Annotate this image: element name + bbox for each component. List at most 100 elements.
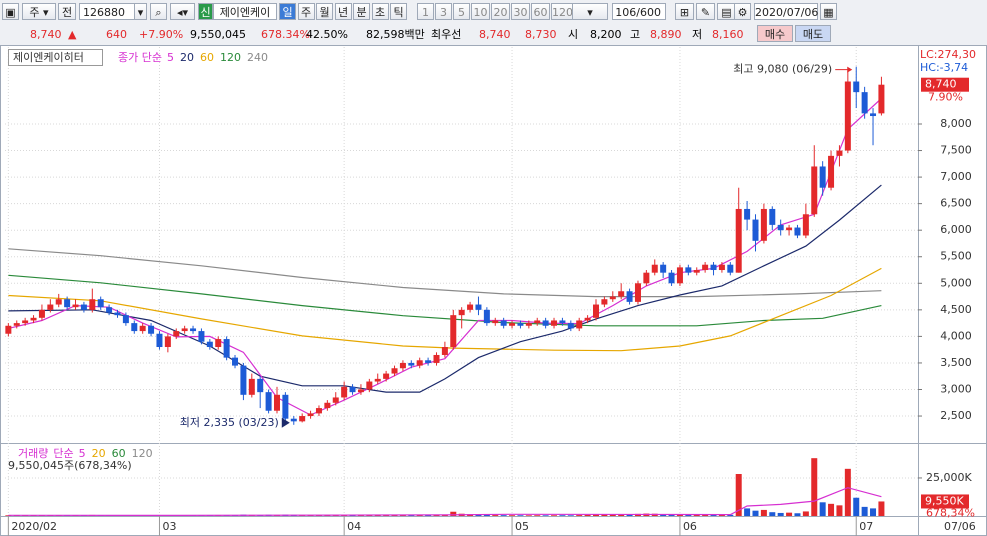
candle-body	[72, 304, 79, 308]
y-tick-label: 25,000K	[926, 471, 972, 484]
best-ask: 8,740	[479, 28, 511, 41]
ma-line	[8, 248, 882, 298]
interval-button[interactable]: 1	[417, 3, 434, 20]
volume-bar	[853, 497, 860, 516]
period-button[interactable]: 주	[297, 3, 315, 20]
volume-bar	[794, 513, 801, 516]
candle-body	[601, 299, 608, 305]
change: 640	[106, 28, 127, 41]
last-volume: 9,550K	[925, 494, 964, 507]
period-button[interactable]: 일	[279, 3, 296, 20]
sell-button[interactable]: 매도	[795, 25, 831, 42]
candle-body	[651, 264, 658, 273]
candle-body	[811, 166, 818, 215]
interval-button[interactable]: 120	[551, 3, 574, 20]
volume-bar	[399, 515, 406, 516]
candle-body	[643, 272, 650, 284]
volume-bar	[744, 508, 751, 516]
legend-entry: 240	[247, 51, 268, 64]
count: 106/600	[612, 3, 666, 20]
period-button[interactable]: 년	[334, 3, 352, 20]
period-button[interactable]: 월	[316, 3, 333, 20]
candle-body	[148, 325, 155, 334]
candle-body	[273, 394, 280, 411]
volume-bar	[861, 506, 868, 516]
candle-body	[693, 270, 700, 273]
sound[interactable]: ◂▾	[170, 3, 195, 20]
x-last-label: 07/06	[944, 520, 976, 533]
candle-body	[483, 309, 490, 324]
y-tick-label: 6,000	[940, 223, 972, 236]
open: 8,200	[590, 28, 622, 41]
open-label: 시	[568, 28, 579, 41]
interval-button[interactable]: 20	[491, 3, 510, 20]
period-button[interactable]: 틱	[390, 3, 407, 20]
tool-1[interactable]: ⊞	[675, 3, 694, 20]
interval-button[interactable]: 5	[453, 3, 470, 20]
candle-body	[131, 323, 138, 332]
candle-body	[307, 413, 314, 417]
ma-line	[8, 267, 882, 352]
scope[interactable]: 전	[58, 3, 76, 20]
volume-bar	[517, 515, 524, 516]
arrow: ▲	[68, 28, 77, 41]
calendar[interactable]: ▦	[820, 3, 837, 20]
candle-body	[710, 264, 717, 271]
candle-body	[517, 323, 524, 326]
interval-button[interactable]: 3	[435, 3, 452, 20]
volume: 9,550,045	[190, 28, 246, 41]
candle-body	[89, 299, 96, 310]
period-button[interactable]: 초	[371, 3, 389, 20]
candle-body	[22, 320, 29, 324]
candle-body	[786, 227, 793, 231]
legend-title: 제이엔케이히터	[13, 50, 84, 64]
candle-body	[156, 333, 163, 348]
tool-4[interactable]: ⚙	[734, 3, 751, 20]
tool-2[interactable]: ✎	[696, 3, 715, 20]
candle-body	[408, 362, 415, 366]
candle-body	[433, 354, 440, 363]
hc-label: HC:-3,74	[920, 61, 968, 74]
volume-bar	[660, 514, 667, 516]
interval-drop[interactable]: ▾	[572, 3, 608, 20]
candle-body	[97, 299, 104, 308]
volume-bar	[786, 512, 793, 516]
chart-area	[0, 45, 987, 536]
y-tick-label: 8,000	[940, 117, 972, 130]
candle-body	[744, 208, 751, 220]
candle-body	[114, 312, 121, 316]
candle-body	[55, 299, 62, 305]
interval-button[interactable]: 30	[511, 3, 530, 20]
search[interactable]: ⌕	[150, 3, 167, 20]
candle-body	[660, 264, 667, 273]
candle-body	[467, 304, 474, 310]
volume-bar	[433, 515, 440, 516]
interval-button[interactable]: 10	[471, 3, 490, 20]
interval-button[interactable]: 60	[531, 3, 550, 20]
menu-icon[interactable]: ▣	[2, 3, 19, 20]
candle-body	[836, 150, 843, 156]
market-select[interactable]: 주 ▾	[22, 3, 56, 20]
candle-body	[139, 325, 146, 332]
x-tick-label: 05	[515, 520, 529, 533]
period-button[interactable]: 분	[353, 3, 370, 20]
candle-body	[752, 219, 759, 241]
candle-body	[349, 386, 356, 393]
volume-bar	[710, 514, 717, 516]
last-volume-rate: 678,34%	[926, 506, 975, 519]
volume-ma-line	[8, 487, 882, 517]
code-drop[interactable]: ▾	[134, 3, 147, 20]
candle-body	[332, 397, 339, 403]
candle-body	[425, 360, 432, 363]
candle-body	[5, 325, 12, 334]
volume-bar	[542, 515, 549, 516]
annotation-arrowhead	[847, 66, 853, 73]
candle-body	[685, 267, 692, 273]
turnover: 42.50%	[306, 28, 348, 41]
y-tick-label: 4,500	[940, 303, 972, 316]
candle-body	[357, 389, 364, 393]
candle-body	[341, 386, 348, 398]
buy-button[interactable]: 매수	[757, 25, 793, 42]
volume-bar	[584, 515, 591, 516]
candle-body	[760, 208, 767, 241]
